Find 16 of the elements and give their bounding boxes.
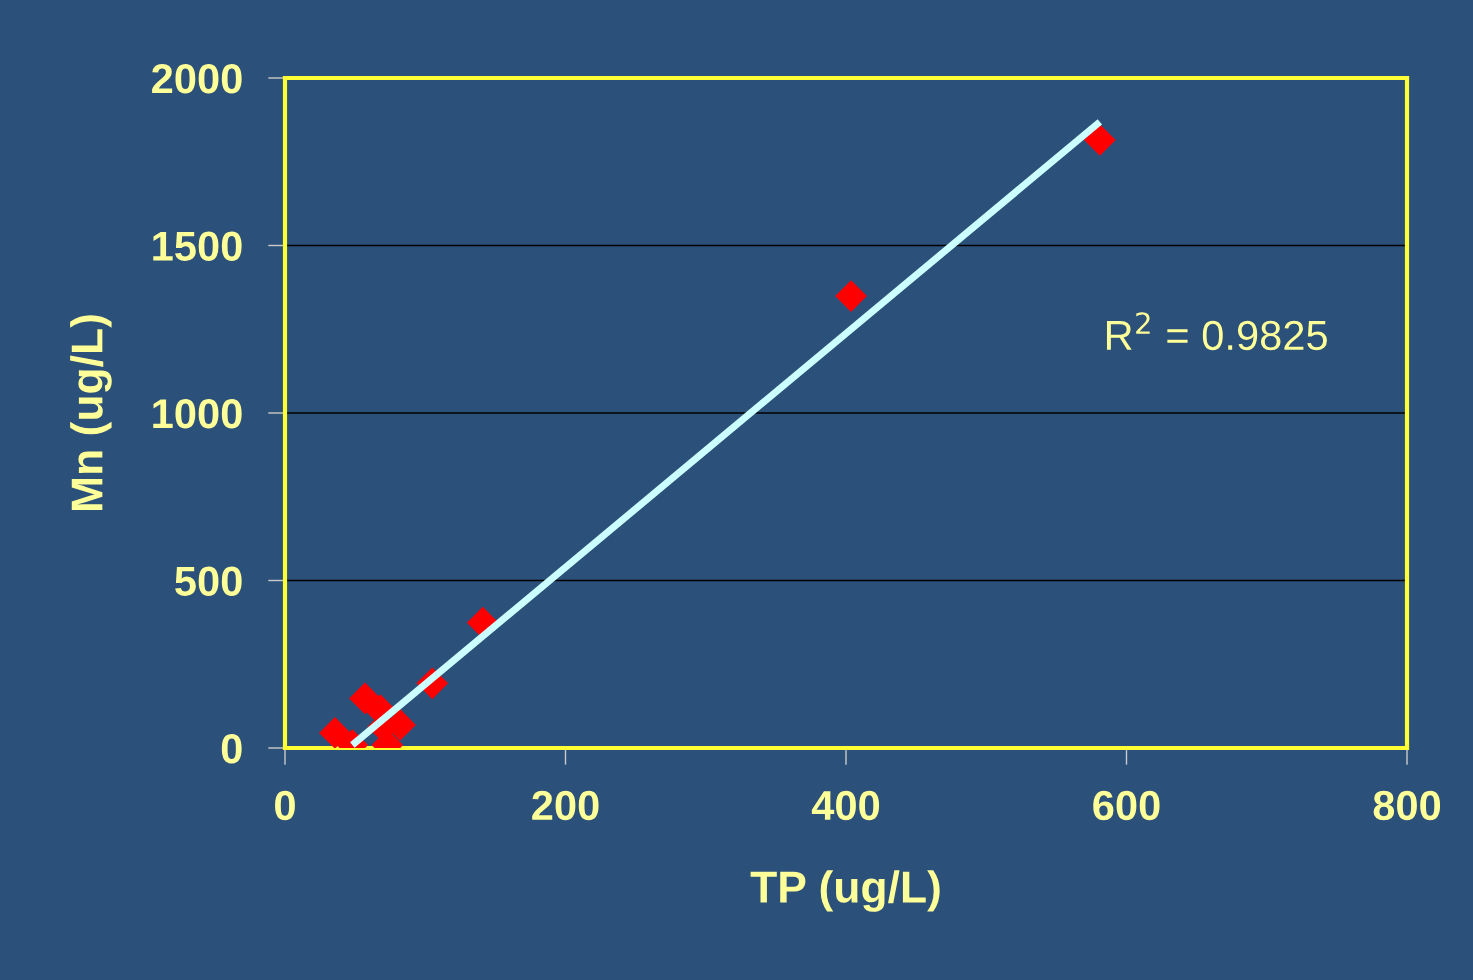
- annotation: R$^{2}$ = 0.9825: [1106, 312, 1327, 351]
- point: [1084, 124, 1116, 156]
- x-tick-label: 200: [532, 790, 599, 821]
- point: [319, 717, 351, 748]
- x-tick-label: 800: [1373, 790, 1441, 821]
- y-tick-label: 500: [175, 566, 242, 597]
- y-axis-title: Mn (ug/L): [70, 315, 112, 510]
- x-tick-label: 0: [275, 790, 295, 821]
- x-tick-label: 400: [811, 790, 880, 821]
- y-tick-label: 2000: [152, 64, 242, 94]
- y-tick-label: 0: [221, 734, 242, 764]
- y-tick-label: 1000: [153, 399, 242, 429]
- point: [835, 280, 867, 312]
- y-tick-label: 1500: [153, 231, 242, 262]
- x-tick-label: 600: [1093, 790, 1160, 821]
- x-axis-title: TP (ug/L): [750, 870, 940, 912]
